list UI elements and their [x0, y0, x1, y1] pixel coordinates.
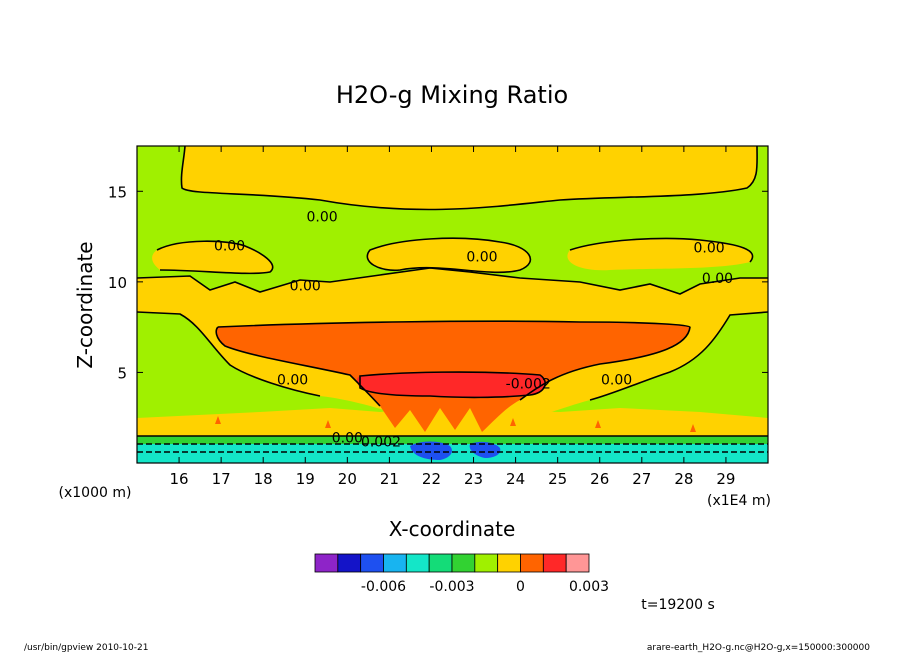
- contour-label: 0.00: [214, 239, 245, 255]
- colorbar-swatch: [520, 553, 544, 573]
- colorbar-swatch: [314, 553, 339, 573]
- colorbar-swatch: [428, 553, 453, 573]
- contour-label: 0.00: [332, 431, 363, 447]
- x-tick-label: 17: [212, 470, 231, 488]
- x-tick-label: 23: [464, 470, 483, 488]
- colorbar-tick-label: 0.003: [569, 579, 609, 595]
- y-axis-label: Z-coordinate: [73, 241, 97, 368]
- y-tick-label: 15: [108, 183, 127, 201]
- x-axis: 16 17 18 19 20 21 22 23 24 25 26 27 28 29: [170, 146, 735, 488]
- x-tick-label: 19: [296, 470, 315, 488]
- y-tick-label: 5: [117, 364, 127, 382]
- x-tick-label: 20: [338, 470, 357, 488]
- x-tick-label: 18: [254, 470, 273, 488]
- x-tick-label: 29: [716, 470, 735, 488]
- x-tick-label: 21: [380, 470, 399, 488]
- contour-label: 0.00: [277, 373, 308, 389]
- contour-label: 0.00: [601, 373, 632, 389]
- yellow-right-band: [567, 238, 753, 271]
- colorbar-swatch: [405, 553, 430, 573]
- time-annotation: t=19200 s: [641, 597, 715, 613]
- x-tick-label: 24: [506, 470, 525, 488]
- green-surface-strip: [137, 436, 768, 444]
- x-unit-note: (x1E4 m): [707, 493, 771, 509]
- colorbar-tick-label: 0: [516, 579, 525, 595]
- colorbar: -0.006 -0.003 0 0.003: [314, 553, 609, 595]
- y-axis: 5 10 15: [108, 183, 768, 382]
- contour-label: 0.00: [307, 210, 338, 226]
- contour-label: 0.00: [290, 278, 321, 294]
- contour-label: 0.00: [694, 240, 725, 256]
- colorbar-swatch: [542, 553, 567, 573]
- x-tick-label: 25: [548, 470, 567, 488]
- x-tick-label: 26: [590, 470, 609, 488]
- y-unit-note: (x1000 m): [59, 485, 132, 501]
- yellow-center-band: [367, 238, 531, 273]
- colorbar-swatch: [497, 553, 521, 573]
- footer-left: /usr/bin/gpview 2010-10-21: [24, 643, 148, 653]
- yellow-top-region: [181, 146, 758, 210]
- colorbar-tick-label: -0.006: [361, 579, 406, 595]
- plot-frame: [136, 145, 769, 464]
- colorbar-tick-label: -0.003: [429, 579, 474, 595]
- contour-label: -0.002: [506, 376, 551, 392]
- x-tick-label: 27: [632, 470, 651, 488]
- footer-right: arare-earth_H2O-g.nc@H2O-g,x=150000:3000…: [647, 643, 870, 653]
- contour-labels: 0.000.000.000.000.00 0.000.00 -0.002 0.000.…: [214, 210, 733, 451]
- x-tick-label: 16: [170, 470, 189, 488]
- colorbar-swatch: [360, 553, 384, 573]
- contour-label: 0.002: [361, 434, 401, 450]
- colorbar-swatch: [337, 553, 362, 573]
- contour-label: 0.00: [466, 249, 497, 265]
- blue-surface-blob: [410, 441, 501, 460]
- yellow-left-band: [152, 241, 273, 274]
- x-tick-label: 22: [422, 470, 441, 488]
- chart-title: H2O-g Mixing Ratio: [336, 81, 568, 109]
- contour-field: [137, 146, 768, 463]
- y-tick-label: 10: [108, 274, 127, 292]
- x-axis-label: X-coordinate: [389, 517, 516, 541]
- contour-lines: [137, 146, 768, 453]
- colorbar-swatch: [474, 553, 499, 573]
- contour-label: 0.00: [702, 271, 733, 287]
- x-tick-label: 28: [674, 470, 693, 488]
- red-core: [357, 372, 546, 398]
- colorbar-swatch: [451, 553, 476, 573]
- colorbar-swatch: [565, 553, 590, 573]
- colorbar-swatch: [383, 553, 407, 573]
